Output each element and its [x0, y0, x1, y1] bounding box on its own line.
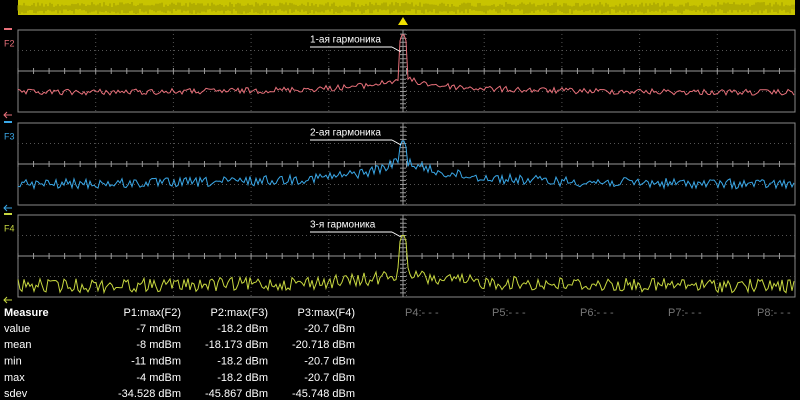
trace: [17, 34, 795, 97]
axis-ticks: [17, 29, 796, 113]
measure-cell: -20.7 dBm: [304, 356, 355, 368]
measure-cell: -45.867 dBm: [205, 388, 268, 400]
row-label: sdev: [4, 388, 28, 400]
offset-marker: [3, 204, 12, 212]
row-label: value: [4, 323, 30, 335]
annotation: 3-я гармоника: [310, 220, 376, 231]
measure-title: Measure: [4, 307, 49, 319]
row-label: min: [4, 356, 22, 368]
annotation-leader: [391, 231, 402, 238]
measure-cell: -20.7 dBm: [304, 323, 355, 335]
channel-marker: [4, 28, 12, 30]
empty-param: P5:- - -: [492, 307, 526, 319]
channel-marker: [4, 121, 12, 123]
measure-cell: -4 mdBm: [136, 372, 181, 384]
empty-param: P8:- - -: [757, 307, 791, 319]
measure-cell: -45.748 dBm: [292, 388, 355, 400]
empty-param: P6:- - -: [580, 307, 614, 319]
channel-label: F4: [4, 223, 15, 233]
measure-cell: -18.2 dBm: [217, 372, 268, 384]
annotation-leader: [391, 46, 402, 53]
channel-label: F2: [4, 38, 15, 48]
measure-cell: -20.7 dBm: [304, 372, 355, 384]
row-label: max: [4, 372, 25, 384]
measure-cell: -8 mdBm: [136, 339, 181, 351]
measure-cell: -18.173 dBm: [205, 339, 268, 351]
trigger-marker: [398, 17, 408, 25]
trace: [17, 140, 795, 191]
measure-cell: -18.2 dBm: [217, 323, 268, 335]
measure-cell: -11 mdBm: [131, 356, 181, 368]
offset-marker: [3, 296, 12, 304]
channel-label: F3: [4, 131, 15, 141]
annotation: 1-ая гармоника: [310, 35, 381, 46]
empty-param: P4:- - -: [405, 307, 439, 319]
empty-param: P7:- - -: [668, 307, 702, 319]
column-header: P1:max(F2): [124, 307, 181, 319]
column-header: P3:max(F4): [298, 307, 355, 319]
annotation-leader: [391, 139, 402, 146]
channel-marker: [4, 213, 12, 215]
measure-cell: -7 mdBm: [136, 323, 181, 335]
column-header: P2:max(F3): [211, 307, 268, 319]
offset-marker: [3, 111, 12, 119]
measure-cell: -20.718 dBm: [292, 339, 355, 351]
axis-ticks: [17, 214, 796, 294]
trace: [17, 235, 795, 295]
measure-cell: -18.2 dBm: [217, 356, 268, 368]
annotation: 2-ая гармоника: [310, 128, 381, 139]
measure-cell: -34.528 dBm: [118, 388, 181, 400]
overview-noise: [17, 2, 795, 14]
row-label: mean: [4, 339, 32, 351]
